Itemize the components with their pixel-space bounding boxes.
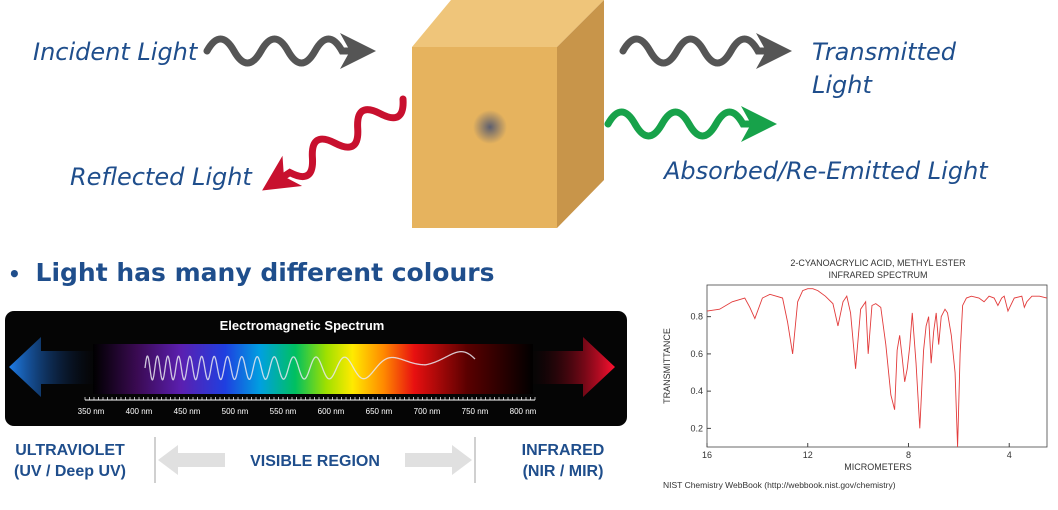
ir-arrow (531, 337, 615, 397)
left-arrow-icon (158, 445, 225, 475)
ir-x-tick-label: 16 (702, 450, 712, 460)
visible-band (93, 344, 533, 394)
ir-source-note: NIST Chemistry WebBook (http://webbook.n… (663, 480, 896, 490)
ir-spectrum-chart: 2-CYANOACRYLIC ACID, METHYL ESTER INFRAR… (662, 258, 1048, 490)
ir-x-tick-label: 12 (803, 450, 813, 460)
right-arrow-icon (405, 445, 472, 475)
wavelength-tick-label: 650 nm (366, 407, 393, 416)
cube-top-face (412, 0, 604, 47)
absorbed-arrow-head (741, 106, 777, 142)
ir-spectrum-line (706, 288, 1048, 448)
ir-y-tick-label: 0.4 (690, 386, 703, 396)
ir-plot-area (706, 284, 1048, 448)
spectrum-title: Electromagnetic Spectrum (220, 318, 385, 333)
top-diagram (203, 0, 792, 228)
wavelength-tick-label: 750 nm (462, 407, 489, 416)
bullet-line: • Light has many different colours (8, 258, 495, 287)
uv-label-line2: (UV / Deep UV) (13, 463, 126, 480)
bullet-marker: • (8, 262, 21, 286)
ir-y-axis-label: TRANSMITTANCE (662, 328, 672, 404)
ir-chart-title-line1: 2-CYANOACRYLIC ACID, METHYL ESTER (790, 258, 966, 268)
ir-region-label: INFRARED (NIR / MIR) (508, 440, 618, 482)
minor-ticks (84, 397, 536, 400)
ir-chart-title-line2: INFRARED SPECTRUM (828, 270, 927, 280)
transmitted-light-label-line1: Transmitted (812, 38, 956, 66)
wavelength-tick-label: 800 nm (510, 407, 537, 416)
ir-x-tick-label: 4 (1007, 450, 1012, 460)
visible-region-label: VISIBLE REGION (250, 453, 380, 470)
reflected-wave-arrow (282, 95, 407, 180)
incident-light-label: Incident Light (33, 38, 198, 66)
incident-wave-arrow (203, 35, 352, 67)
visible-region-arrows (154, 437, 476, 483)
bullet-text: Light has many different colours (35, 258, 495, 287)
absorbed-wave-arrow (604, 108, 753, 140)
ir-y-ticks: 0.8 0.6 0.4 0.2 (690, 312, 711, 433)
uv-label-line1: ULTRAVIOLET (15, 442, 125, 459)
wavelength-tick-label: 700 nm (414, 407, 441, 416)
tick-labels: 350 nm 400 nm 450 nm 500 nm 550 nm 600 nm 650 … (78, 407, 537, 416)
ir-y-tick-label: 0.6 (690, 349, 703, 359)
wavelength-tick-label: 350 nm (78, 407, 105, 416)
ir-label-line1: INFRARED (521, 442, 605, 459)
wavelength-tick-label: 550 nm (270, 407, 297, 416)
wavelength-tick-label: 500 nm (222, 407, 249, 416)
absorbed-light-label: Absorbed/Re-Emitted Light (664, 157, 988, 185)
transmitted-wave-arrow (619, 35, 768, 67)
ir-label-line2: (NIR / MIR) (522, 463, 604, 480)
wavelength-tick-label: 400 nm (126, 407, 153, 416)
ir-x-tick-label: 8 (906, 450, 911, 460)
cube-side-face (557, 0, 604, 228)
ir-x-ticks: 16 12 8 4 (702, 443, 1012, 460)
ir-x-axis-label: MICROMETERS (844, 462, 912, 472)
spectrum-wave (144, 351, 476, 381)
ir-y-tick-label: 0.2 (690, 423, 703, 433)
incident-arrow-head (340, 33, 376, 69)
wavelength-tick-label: 600 nm (318, 407, 345, 416)
em-spectrum-panel: Electromagnetic Spectrum 350 nm 400 nm 450… (5, 311, 627, 426)
uv-arrow (9, 337, 95, 397)
ir-y-tick-label: 0.8 (690, 312, 703, 322)
uv-region-label: ULTRAVIOLET (UV / Deep UV) (10, 440, 130, 482)
reflected-arrow-head (262, 155, 303, 191)
transmitted-arrow-head (756, 33, 792, 69)
wavelength-tick-label: 450 nm (174, 407, 201, 416)
absorption-spot (473, 110, 507, 144)
reflected-light-label: Reflected Light (70, 163, 252, 191)
transmitted-light-label-line2: Light (812, 71, 872, 99)
